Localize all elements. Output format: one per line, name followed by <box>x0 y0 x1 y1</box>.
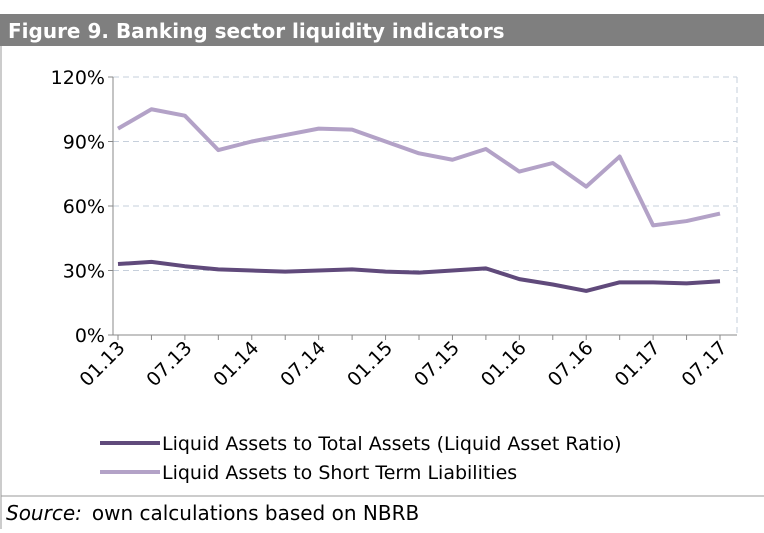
x-tick-label: 07.13 <box>142 337 196 391</box>
y-tick-label: 30% <box>63 261 105 283</box>
header-bar <box>0 14 764 46</box>
y-tick-label: 0% <box>75 325 105 347</box>
chart-title: Figure 9. Banking sector liquidity indic… <box>8 19 505 43</box>
source-label: Source: <box>6 501 82 525</box>
x-tick-label: 07.17 <box>678 337 732 391</box>
x-tick-label: 01.16 <box>477 337 531 391</box>
legend-label: Liquid Assets to Total Assets (Liquid As… <box>162 433 622 455</box>
x-tick-label: 01.14 <box>209 337 263 391</box>
y-tick-label: 90% <box>63 132 105 154</box>
y-tick-label: 60% <box>63 196 105 218</box>
x-tick-label: 07.15 <box>410 337 464 391</box>
series-line <box>117 259 721 293</box>
x-tick-label: 07.16 <box>544 337 598 391</box>
source: Source: own calculations based on NBRB <box>6 501 419 525</box>
series-line <box>116 107 721 228</box>
legend-label: Liquid Assets to Short Term Liabilities <box>162 462 517 484</box>
x-tick-label: 01.17 <box>611 337 665 391</box>
x-tick-label: 07.14 <box>276 337 330 391</box>
source-text: own calculations based on NBRB <box>92 501 419 525</box>
x-tick-label: 01.15 <box>343 337 397 391</box>
y-tick-label: 120% <box>51 67 105 89</box>
